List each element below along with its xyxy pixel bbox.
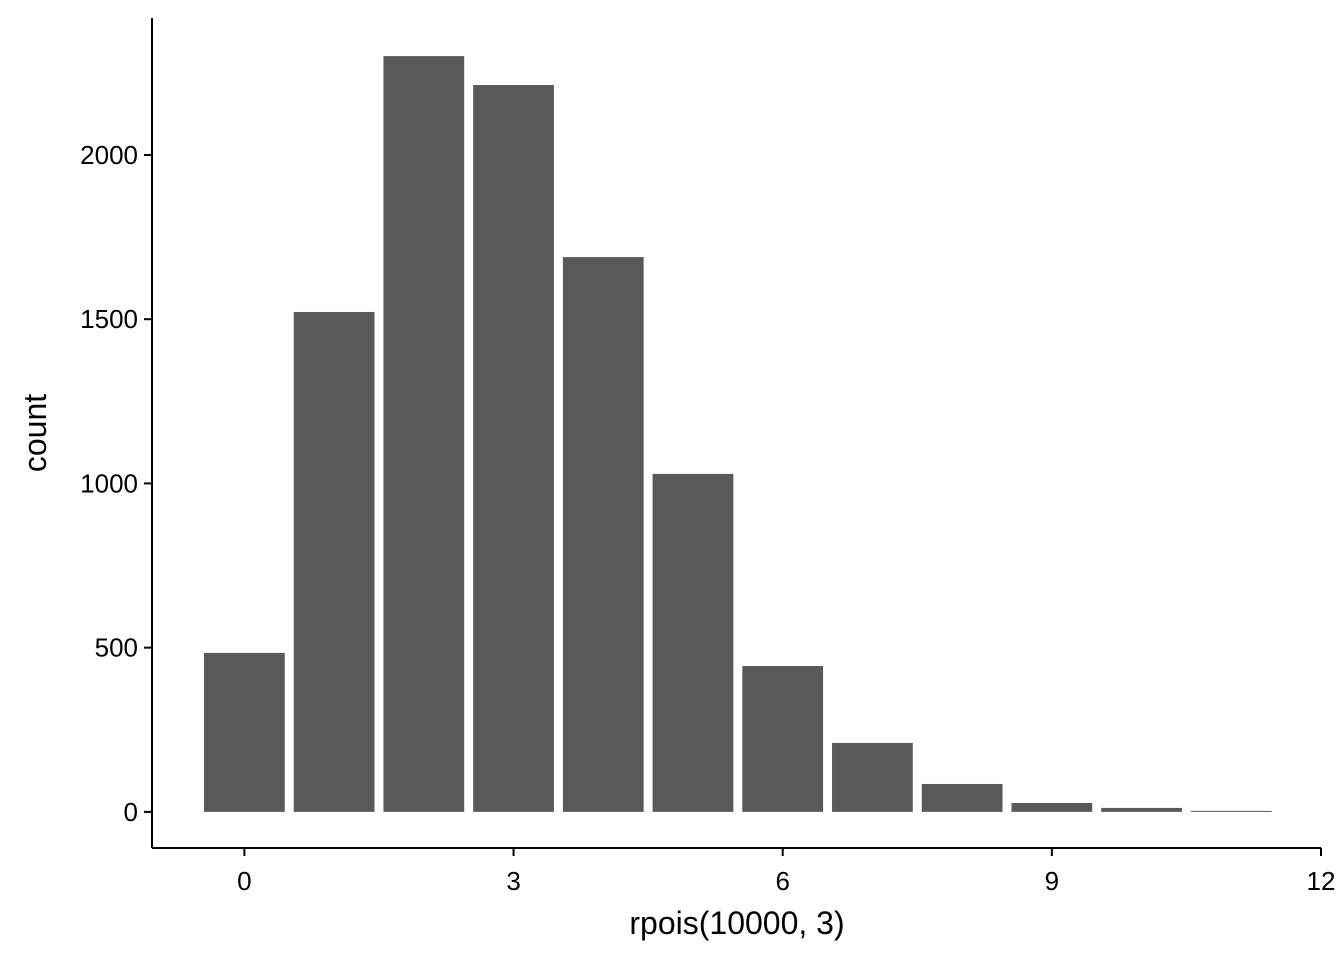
x-tick-label: 3 bbox=[506, 866, 520, 896]
bar bbox=[473, 85, 554, 812]
bar bbox=[1011, 803, 1093, 812]
x-axis-title: rpois(10000, 3) bbox=[629, 905, 844, 941]
x-tick-label: 6 bbox=[775, 866, 789, 896]
y-tick-label: 500 bbox=[95, 633, 138, 663]
bar bbox=[1101, 807, 1182, 812]
bar bbox=[562, 257, 644, 812]
bar bbox=[832, 742, 913, 812]
bar bbox=[652, 473, 734, 812]
y-tick-label: 0 bbox=[124, 797, 138, 827]
y-axis-title: count bbox=[17, 394, 53, 472]
x-tick-label: 0 bbox=[237, 866, 251, 896]
bar bbox=[204, 652, 285, 812]
y-tick-label: 1000 bbox=[80, 468, 138, 498]
y-tick-label: 2000 bbox=[80, 140, 138, 170]
x-tick-label: 9 bbox=[1045, 866, 1059, 896]
bar bbox=[921, 783, 1003, 812]
bar bbox=[383, 56, 465, 812]
bar bbox=[1190, 810, 1272, 812]
bar bbox=[293, 311, 375, 812]
y-tick-label: 1500 bbox=[80, 304, 138, 334]
x-tick-label: 12 bbox=[1307, 866, 1336, 896]
bar bbox=[742, 666, 824, 812]
